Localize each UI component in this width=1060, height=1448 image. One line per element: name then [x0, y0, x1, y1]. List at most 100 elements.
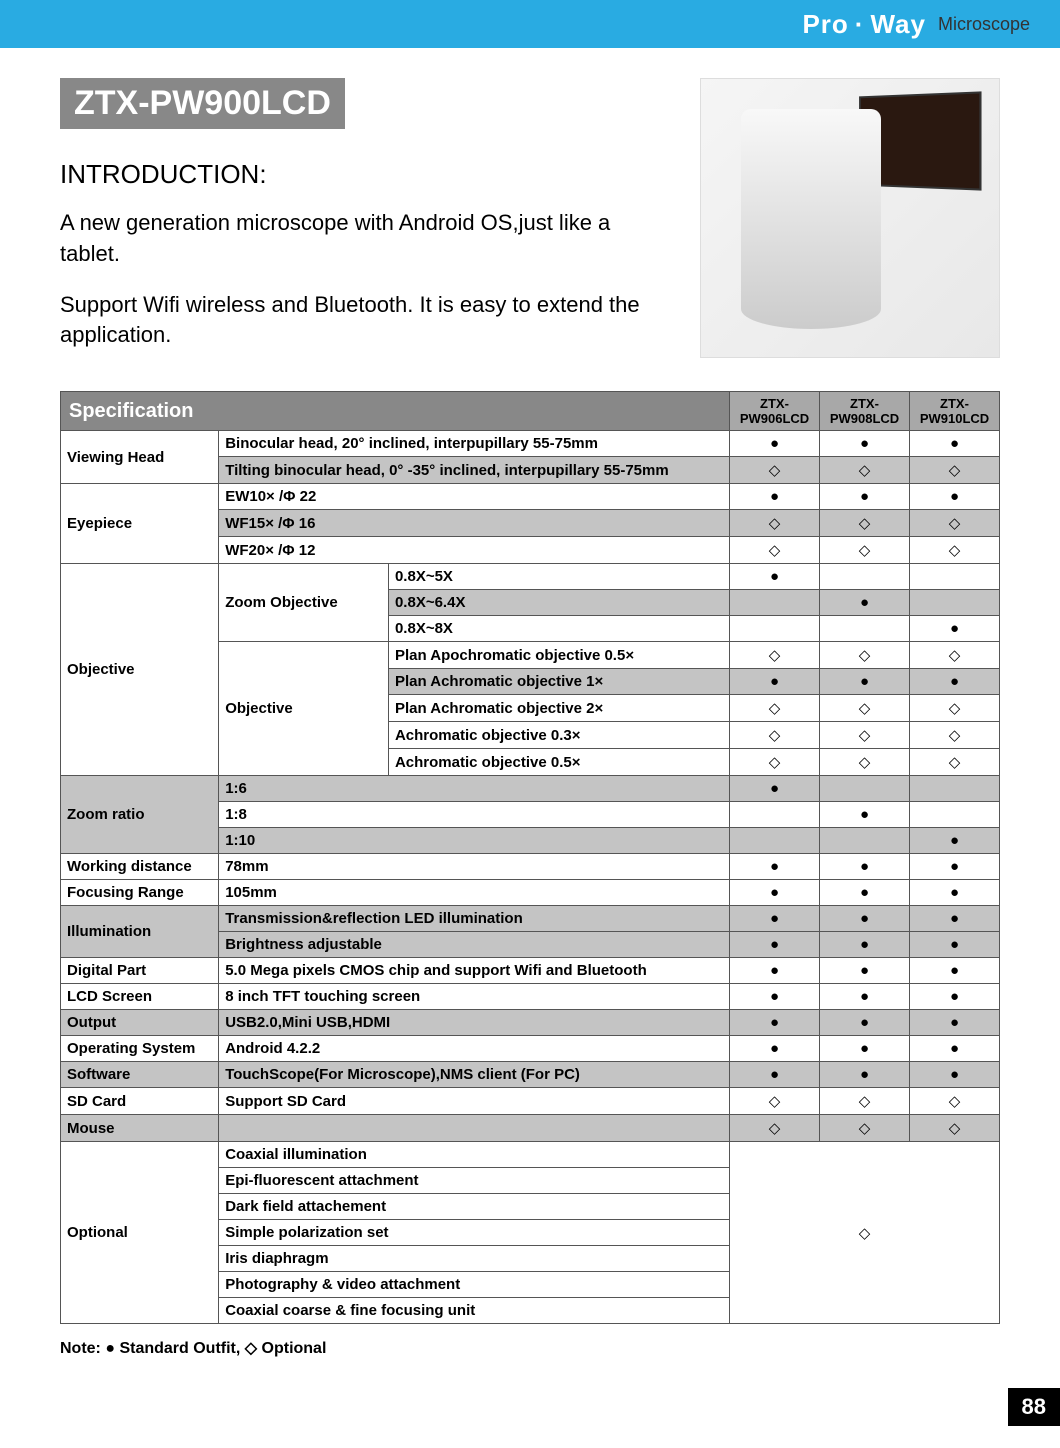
- row-label: WF15× /Φ 16: [219, 510, 730, 537]
- row-label: Achromatic objective 0.5×: [388, 749, 729, 776]
- mark-cell: [730, 802, 820, 828]
- mark-cell: ●: [910, 932, 1000, 958]
- mark-cell: ◇: [730, 510, 820, 537]
- mark-cell: [820, 616, 910, 642]
- mark-cell: ●: [730, 932, 820, 958]
- mark-cell: ◇: [910, 537, 1000, 564]
- row-label: Coaxial coarse & fine focusing unit: [219, 1298, 730, 1324]
- col-head-0: ZTX-PW906LCD: [730, 392, 820, 431]
- row-group-label: Software: [61, 1062, 219, 1088]
- mark-cell: ◇: [730, 722, 820, 749]
- mark-cell: ●: [820, 590, 910, 616]
- table-row: SD CardSupport SD Card◇◇◇: [61, 1088, 1000, 1115]
- mark-cell: ●: [820, 958, 910, 984]
- mark-cell: ◇: [820, 537, 910, 564]
- row-label: [219, 1115, 730, 1142]
- mark-cell: ●: [730, 906, 820, 932]
- legend-note: Note: ● Standard Outfit, ◇ Optional: [60, 1338, 1000, 1358]
- intro-paragraph-1: A new generation microscope with Android…: [60, 208, 670, 270]
- row-label: 0.8X~8X: [388, 616, 729, 642]
- mark-cell: ◇: [910, 510, 1000, 537]
- page-number: 88: [1008, 1388, 1060, 1426]
- mark-cell: ●: [820, 802, 910, 828]
- row-sub-label: Objective: [219, 642, 389, 776]
- mark-cell: ◇: [730, 457, 820, 484]
- mark-cell: ●: [730, 1010, 820, 1036]
- col-head-1: ZTX-PW908LCD: [820, 392, 910, 431]
- table-row: Operating SystemAndroid 4.2.2●●●: [61, 1036, 1000, 1062]
- mark-cell: ◇: [820, 722, 910, 749]
- table-row: Viewing HeadBinocular head, 20° inclined…: [61, 431, 1000, 457]
- row-label: EW10× /Φ 22: [219, 484, 730, 510]
- row-label: Coaxial illumination: [219, 1142, 730, 1168]
- brand-logo: Pro·Way: [802, 9, 926, 40]
- mark-cell: ◇: [820, 457, 910, 484]
- mark-cell: [910, 776, 1000, 802]
- mark-cell: ◇: [910, 1088, 1000, 1115]
- mark-cell: ●: [820, 932, 910, 958]
- table-row: Working distance78mm●●●: [61, 854, 1000, 880]
- mark-cell: [730, 828, 820, 854]
- row-group-label: Operating System: [61, 1036, 219, 1062]
- table-row: LCD Screen8 inch TFT touching screen●●●: [61, 984, 1000, 1010]
- mark-cell: ◇: [910, 749, 1000, 776]
- row-label: Brightness adjustable: [219, 932, 730, 958]
- mark-cell: ●: [910, 828, 1000, 854]
- table-row: Digital Part5.0 Mega pixels CMOS chip an…: [61, 958, 1000, 984]
- row-group-label: Optional: [61, 1142, 219, 1324]
- mark-cell: ◇: [910, 1115, 1000, 1142]
- mark-cell: ●: [910, 616, 1000, 642]
- table-row: SoftwareTouchScope(For Microscope),NMS c…: [61, 1062, 1000, 1088]
- table-row: IlluminationTransmission&reflection LED …: [61, 906, 1000, 932]
- row-label: Plan Achromatic objective 2×: [388, 695, 729, 722]
- row-group-label: Eyepiece: [61, 484, 219, 564]
- mark-cell: ●: [820, 1036, 910, 1062]
- mark-cell: ●: [820, 906, 910, 932]
- mark-cell: ◇: [820, 695, 910, 722]
- intro-heading: INTRODUCTION:: [60, 159, 670, 190]
- row-label: Plan Apochromatic objective 0.5×: [388, 642, 729, 669]
- row-label: 0.8X~6.4X: [388, 590, 729, 616]
- brand-sub: Microscope: [938, 14, 1030, 35]
- brand-part-a: Pro: [802, 9, 848, 39]
- mark-cell: ◇: [820, 749, 910, 776]
- mark-cell: ◇: [730, 1115, 820, 1142]
- mark-cell: ◇: [730, 537, 820, 564]
- mark-cell: ◇: [820, 1088, 910, 1115]
- row-group-label: Illumination: [61, 906, 219, 958]
- header-bar: Pro·Way Microscope: [0, 0, 1060, 48]
- row-label: 105mm: [219, 880, 730, 906]
- row-label: 1:10: [219, 828, 730, 854]
- row-label: Achromatic objective 0.3×: [388, 722, 729, 749]
- row-label: Android 4.2.2: [219, 1036, 730, 1062]
- row-label: Simple polarization set: [219, 1220, 730, 1246]
- mark-cell: ●: [730, 1062, 820, 1088]
- mark-cell: ●: [910, 669, 1000, 695]
- table-row: OptionalCoaxial illumination◇: [61, 1142, 1000, 1168]
- spec-title: Specification: [61, 392, 730, 431]
- mark-cell: [730, 590, 820, 616]
- mark-cell: ●: [820, 669, 910, 695]
- brand-part-b: Way: [870, 9, 926, 39]
- mark-cell: ◇: [910, 457, 1000, 484]
- mark-cell: ●: [910, 958, 1000, 984]
- mark-cell: ●: [730, 564, 820, 590]
- mark-cell: ◇: [820, 1115, 910, 1142]
- row-label: Epi-fluorescent attachment: [219, 1168, 730, 1194]
- row-group-label: LCD Screen: [61, 984, 219, 1010]
- mark-cell: [910, 590, 1000, 616]
- mark-cell: ●: [910, 431, 1000, 457]
- table-row: EyepieceEW10× /Φ 22●●●: [61, 484, 1000, 510]
- row-group-label: Zoom ratio: [61, 776, 219, 854]
- col-head-2: ZTX-PW910LCD: [910, 392, 1000, 431]
- mark-cell: ●: [820, 880, 910, 906]
- mark-cell: ●: [910, 484, 1000, 510]
- mark-cell: ◇: [910, 642, 1000, 669]
- mark-cell: ●: [730, 984, 820, 1010]
- row-label: Photography & video attachment: [219, 1272, 730, 1298]
- row-label: USB2.0,Mini USB,HDMI: [219, 1010, 730, 1036]
- mark-cell: ●: [910, 854, 1000, 880]
- mark-cell: ●: [730, 880, 820, 906]
- mark-cell: ●: [820, 1062, 910, 1088]
- mark-cell: [730, 616, 820, 642]
